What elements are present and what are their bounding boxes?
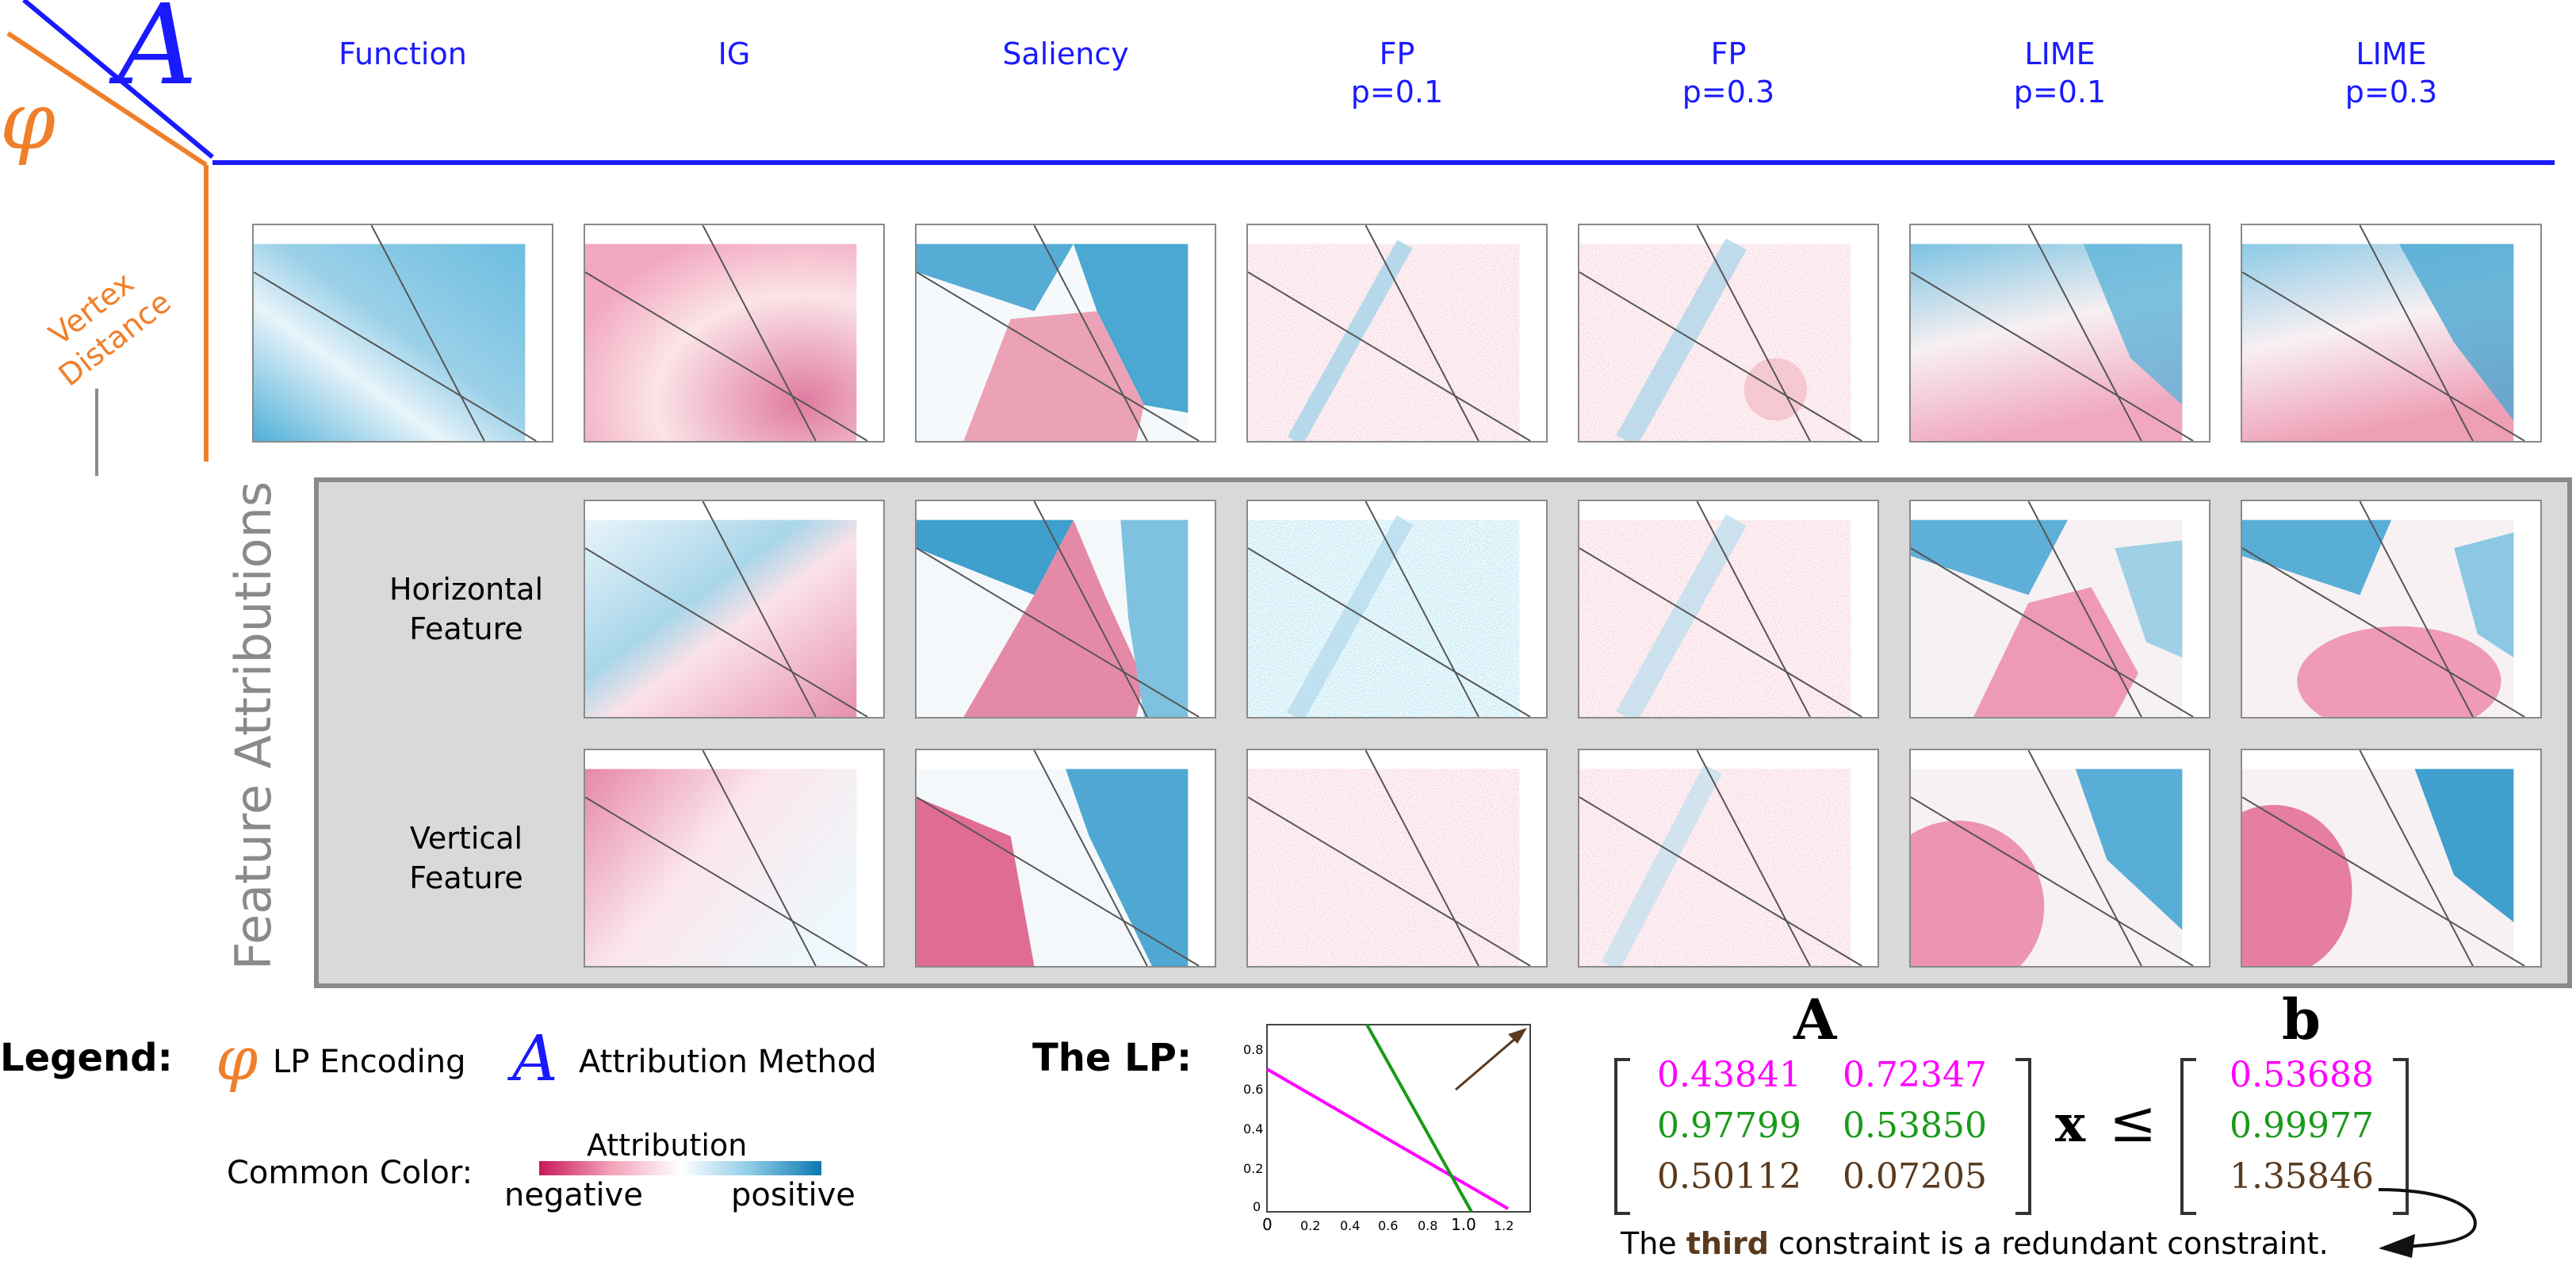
row-label-vertical: Vertical Feature — [409, 821, 523, 895]
common-color-label: Common Color: — [227, 1155, 473, 1191]
lp-y-tick: 0.6 — [1243, 1082, 1264, 1097]
redundant-note: The third constraint is a redundant cons… — [1621, 1226, 2329, 1261]
matrix-a-11: 0.43841 — [1657, 1055, 1801, 1095]
lp-plot: 0.8 0.6 0.4 0.2 0 0 0.2 0.4 0.6 0.8 1.0 … — [1221, 1020, 1548, 1236]
lp-x-tick: 0.2 — [1300, 1218, 1321, 1233]
heatmap-lime-01 — [1909, 224, 2210, 443]
column-header-saliency: Saliency — [1002, 36, 1129, 71]
lp-title: The LP: — [1032, 1036, 1192, 1080]
heatmap-horizontal-fp-03 — [1578, 500, 1879, 719]
method-symbol: A — [117, 0, 198, 110]
redundant-arrow — [2378, 1188, 2477, 1258]
vector-b-1: 0.53688 — [2230, 1055, 2374, 1095]
lp-y-tick: 0.8 — [1243, 1042, 1264, 1057]
note-suffix: constraint is a redundant constraint. — [1768, 1226, 2329, 1261]
heatmap-horizontal-lime-03 — [2241, 500, 2542, 719]
matrix-a-31: 0.50112 — [1657, 1156, 1801, 1197]
encoding-symbol: φ — [0, 75, 56, 167]
lp-y-tick: 0.4 — [1243, 1121, 1264, 1136]
lp-x-tick: 0.4 — [1340, 1218, 1361, 1233]
lp-x-tick: 0.8 — [1418, 1218, 1438, 1233]
lp-x-tick: 0.6 — [1378, 1218, 1399, 1233]
heatmap-fp-03 — [1578, 224, 1879, 443]
heatmap-vertical-lime-01 — [1909, 749, 2210, 968]
x-symbol: x — [2055, 1094, 2086, 1154]
matrix-a-21: 0.97799 — [1657, 1106, 1801, 1146]
lp-x-tick: 1.0 — [1451, 1215, 1476, 1234]
matrix-a-22: 0.53850 — [1843, 1106, 1987, 1146]
vector-label: b — [2282, 987, 2321, 1052]
heatmap-ig — [584, 224, 885, 443]
colorbar-title: Attribution — [587, 1128, 748, 1163]
heatmap-vertical-fp-03 — [1578, 749, 1879, 968]
legend-method-symbol: A — [512, 1021, 558, 1095]
heatmap-function — [252, 224, 553, 443]
lp-y-tick: 0 — [1253, 1199, 1261, 1214]
heatmap-vertical-lime-03 — [2241, 749, 2542, 968]
column-header-fp-03: FP p=0.3 — [1682, 36, 1775, 109]
heatmap-horizontal-fp-01 — [1246, 500, 1548, 719]
column-header-function: Function — [339, 36, 467, 71]
column-header-lime-01: LIME p=0.1 — [2013, 36, 2107, 109]
colorbar-negative-label: negative — [504, 1177, 643, 1213]
lp-x-tick: 0 — [1262, 1215, 1273, 1234]
heatmap-vertical-saliency — [915, 749, 1216, 968]
leq-symbol: ≤ — [2109, 1088, 2157, 1155]
note-bold: third — [1686, 1226, 1769, 1261]
feature-attributions-label: Feature Attributions — [224, 481, 282, 971]
lp-x-tick: 1.2 — [1494, 1218, 1514, 1233]
header-lines — [6, 0, 2555, 476]
matrix-brackets — [1614, 1058, 2409, 1215]
vector-b-3: 1.35846 — [2230, 1156, 2374, 1197]
heatmap-lime-03 — [2241, 224, 2542, 443]
heatmap-saliency — [915, 224, 1216, 443]
legend-method-label: Attribution Method — [579, 1044, 877, 1080]
heatmap-horizontal-lime-01 — [1909, 500, 2210, 719]
legend-title: Legend: — [0, 1036, 173, 1080]
matrix-a-32: 0.07205 — [1843, 1156, 1987, 1197]
heatmap-vertical-ig — [584, 749, 885, 968]
column-header-lime-03: LIME p=0.3 — [2344, 36, 2438, 109]
row-label-horizontal: Horizontal Feature — [389, 572, 544, 646]
heatmap-horizontal-saliency — [915, 500, 1216, 719]
legend-encoding-label: LP Encoding — [273, 1044, 466, 1080]
heatmap-fp-01 — [1246, 224, 1548, 443]
colorbar — [539, 1161, 821, 1175]
matrix-label: A — [1793, 987, 1837, 1052]
vector-b-2: 0.99977 — [2230, 1106, 2374, 1146]
column-header-fp-01: FP p=0.1 — [1350, 36, 1444, 109]
lp-y-tick: 0.2 — [1243, 1161, 1264, 1176]
colorbar-positive-label: positive — [731, 1177, 855, 1213]
heatmap-horizontal-ig — [584, 500, 885, 719]
legend-encoding-symbol: φ — [216, 1023, 258, 1094]
heatmap-vertical-fp-01 — [1246, 749, 1548, 968]
matrix-a-12: 0.72347 — [1843, 1055, 1987, 1095]
column-header-ig: IG — [718, 36, 751, 71]
note-prefix: The — [1621, 1226, 1686, 1261]
